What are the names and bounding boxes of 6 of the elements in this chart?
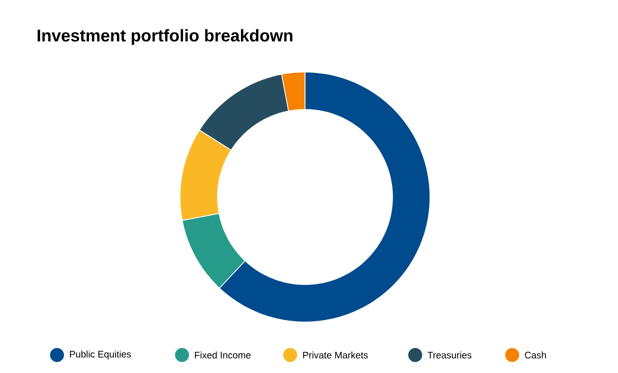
legend-label: Public Equities: [70, 350, 131, 360]
chart-title: Investment portfolio breakdown: [38, 29, 292, 45]
legend-label: Treasuries: [428, 352, 472, 358]
legend-label: Private Markets: [303, 352, 368, 358]
legend-label: Fixed Income: [194, 352, 251, 358]
legend-label: Cash: [524, 352, 546, 358]
